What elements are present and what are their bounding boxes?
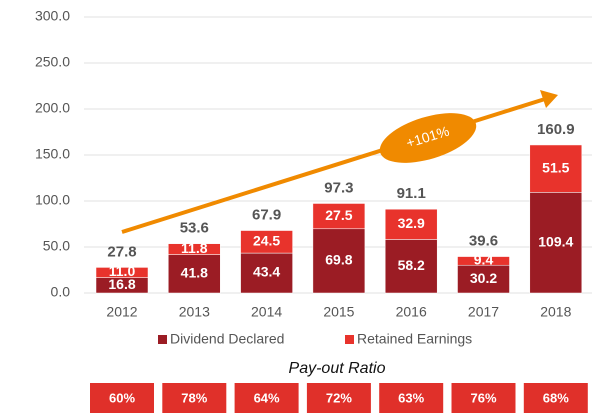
payout-box: [379, 383, 444, 413]
payout-label: 72%: [326, 390, 352, 405]
annotation: +101%: [379, 113, 477, 163]
value-label: 27.5: [325, 207, 352, 223]
payout-box: [90, 383, 154, 413]
bar-segment: [240, 230, 293, 254]
value-label: 32.9: [398, 215, 425, 231]
x-tick-label: 2014: [251, 304, 282, 320]
bar-segment: [168, 254, 221, 294]
value-label: 58.2: [398, 257, 425, 273]
value-label: 69.8: [325, 252, 352, 268]
x-tick-label: 2013: [179, 304, 210, 320]
bar-segment: [529, 192, 583, 294]
total-label: 39.6: [469, 233, 498, 250]
y-tick-label: 0.0: [51, 284, 71, 300]
payout-box: [162, 383, 227, 413]
payout-box: [523, 383, 588, 413]
y-tick-label: 150.0: [35, 146, 70, 162]
total-label: 53.6: [180, 220, 209, 237]
payout-label: 60%: [109, 390, 135, 405]
value-label: 51.5: [542, 159, 569, 175]
bar-segment: [240, 252, 293, 294]
payout-label: 64%: [254, 390, 280, 405]
y-tick-label: 200.0: [35, 100, 70, 116]
bar-segment: [168, 243, 221, 255]
total-label: 27.8: [107, 243, 136, 260]
total-label: 160.9: [537, 121, 575, 138]
value-label: 41.8: [181, 264, 208, 280]
arrow-head: [540, 90, 558, 108]
x-tick-label: 2012: [106, 304, 137, 320]
value-label: 109.4: [538, 233, 573, 249]
legend-swatch: [345, 335, 354, 344]
value-label: 11.8: [181, 240, 208, 256]
value-label: 11.0: [109, 263, 136, 279]
bar-segment: [529, 144, 583, 193]
x-tick-label: 2016: [396, 304, 427, 320]
bar-segment: [384, 208, 438, 240]
value-label: 43.4: [253, 264, 280, 280]
annotation-ellipse: [379, 113, 477, 163]
payout-box: [234, 383, 299, 413]
y-tick-label: 300.0: [35, 8, 70, 24]
bar-segment: [384, 239, 438, 294]
bar-segment: [312, 203, 366, 230]
y-tick-label: 250.0: [35, 54, 70, 70]
y-tick-label: 100.0: [35, 192, 70, 208]
payout-label: 76%: [470, 390, 496, 405]
legend-swatch: [158, 335, 167, 344]
x-tick-label: 2015: [323, 304, 354, 320]
legend-label: Dividend Declared: [170, 331, 284, 347]
payout-label: 68%: [543, 390, 569, 405]
total-label: 97.3: [324, 179, 353, 196]
value-label: 24.5: [253, 233, 280, 249]
x-tick-label: 2018: [540, 304, 571, 320]
x-tick-label: 2017: [468, 304, 499, 320]
y-tick-label: 50.0: [43, 238, 70, 254]
payout-label: 63%: [398, 390, 424, 405]
value-label: 16.8: [108, 276, 135, 292]
payout-box: [451, 383, 516, 413]
bar-segment: [312, 228, 366, 294]
payout-label: 78%: [181, 390, 207, 405]
payout-box: [306, 383, 371, 413]
bar-segment: [95, 267, 149, 278]
value-label: 9.4: [474, 252, 494, 268]
bar-segment: [457, 256, 510, 266]
value-label: 30.2: [470, 270, 497, 286]
bar-segment: [457, 264, 510, 294]
total-label: 67.9: [252, 207, 281, 224]
legend-label: Retained Earnings: [357, 331, 472, 347]
total-label: 91.1: [397, 185, 426, 202]
payout-title: Pay-out Ratio: [289, 360, 386, 377]
